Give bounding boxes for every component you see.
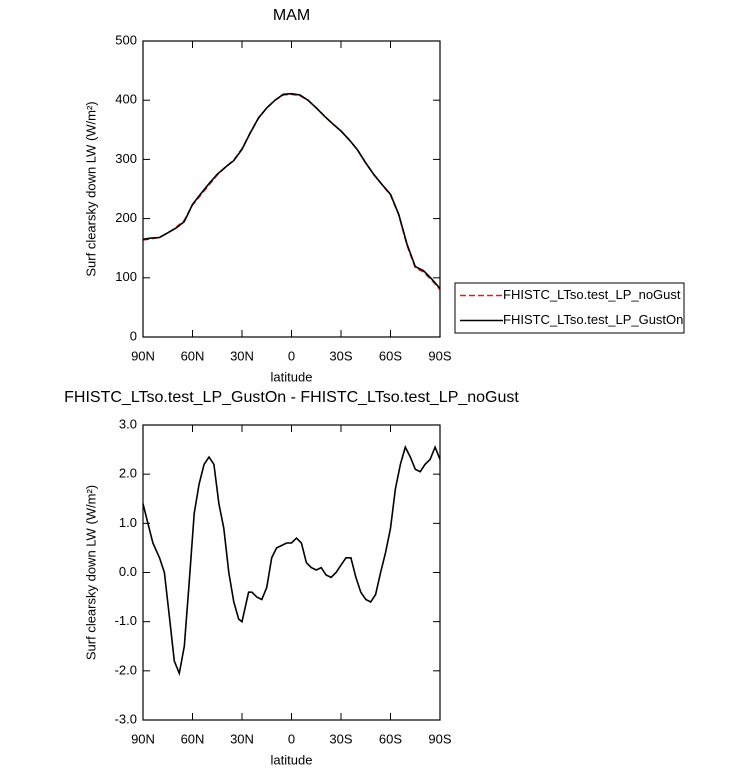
x-tick-label: 0 [288,348,295,363]
y-tick-label: 0.0 [119,564,137,579]
x-tick-label: 0 [288,731,295,746]
y-tick-label: 500 [115,32,137,47]
x-tick-label: 30S [329,731,352,746]
x-tick-label: 30N [230,731,254,746]
x-tick-label: 60S [379,731,402,746]
x-tick-label: 30S [329,348,352,363]
y-tick-label: -3.0 [115,711,137,726]
legend-label: FHISTC_LTso.test_LP_noGust [503,287,681,302]
x-axis-label: latitude [271,752,313,767]
y-tick-label: -1.0 [115,613,137,628]
x-tick-label: 30N [230,348,254,363]
chart-title: MAM [273,7,310,24]
y-tick-label: 200 [115,210,137,225]
x-tick-label: 90N [131,348,155,363]
plot-frame [142,40,441,338]
legend-label: FHISTC_LTso.test_LP_GustOn [503,312,683,327]
y-tick-label: 2.0 [119,466,137,481]
x-axis-label: latitude [271,369,313,384]
data-line [142,444,441,677]
legend-box [454,282,685,334]
y-axis-label: Surf clearsky down LW (W/m²) [83,101,98,276]
y-tick-label: 3.0 [119,416,137,431]
y-tick-label: 1.0 [119,515,137,530]
y-tick-label: -2.0 [115,662,137,677]
plot-frame [142,424,441,721]
chart-title: FHISTC_LTso.test_LP_GustOn - FHISTC_LTso… [64,389,519,406]
x-tick-label: 60N [181,731,205,746]
y-axis-label: Surf clearsky down LW (W/m²) [83,485,98,660]
x-tick-label: 90S [428,731,451,746]
y-tick-label: 100 [115,269,137,284]
data-line [142,93,441,291]
x-tick-label: 60N [181,348,205,363]
data-line [142,92,441,290]
x-tick-label: 90S [428,348,451,363]
x-tick-label: 90N [131,731,155,746]
y-tick-label: 400 [115,92,137,107]
y-tick-label: 0 [130,328,137,343]
y-tick-label: 300 [115,151,137,166]
x-tick-label: 60S [379,348,402,363]
